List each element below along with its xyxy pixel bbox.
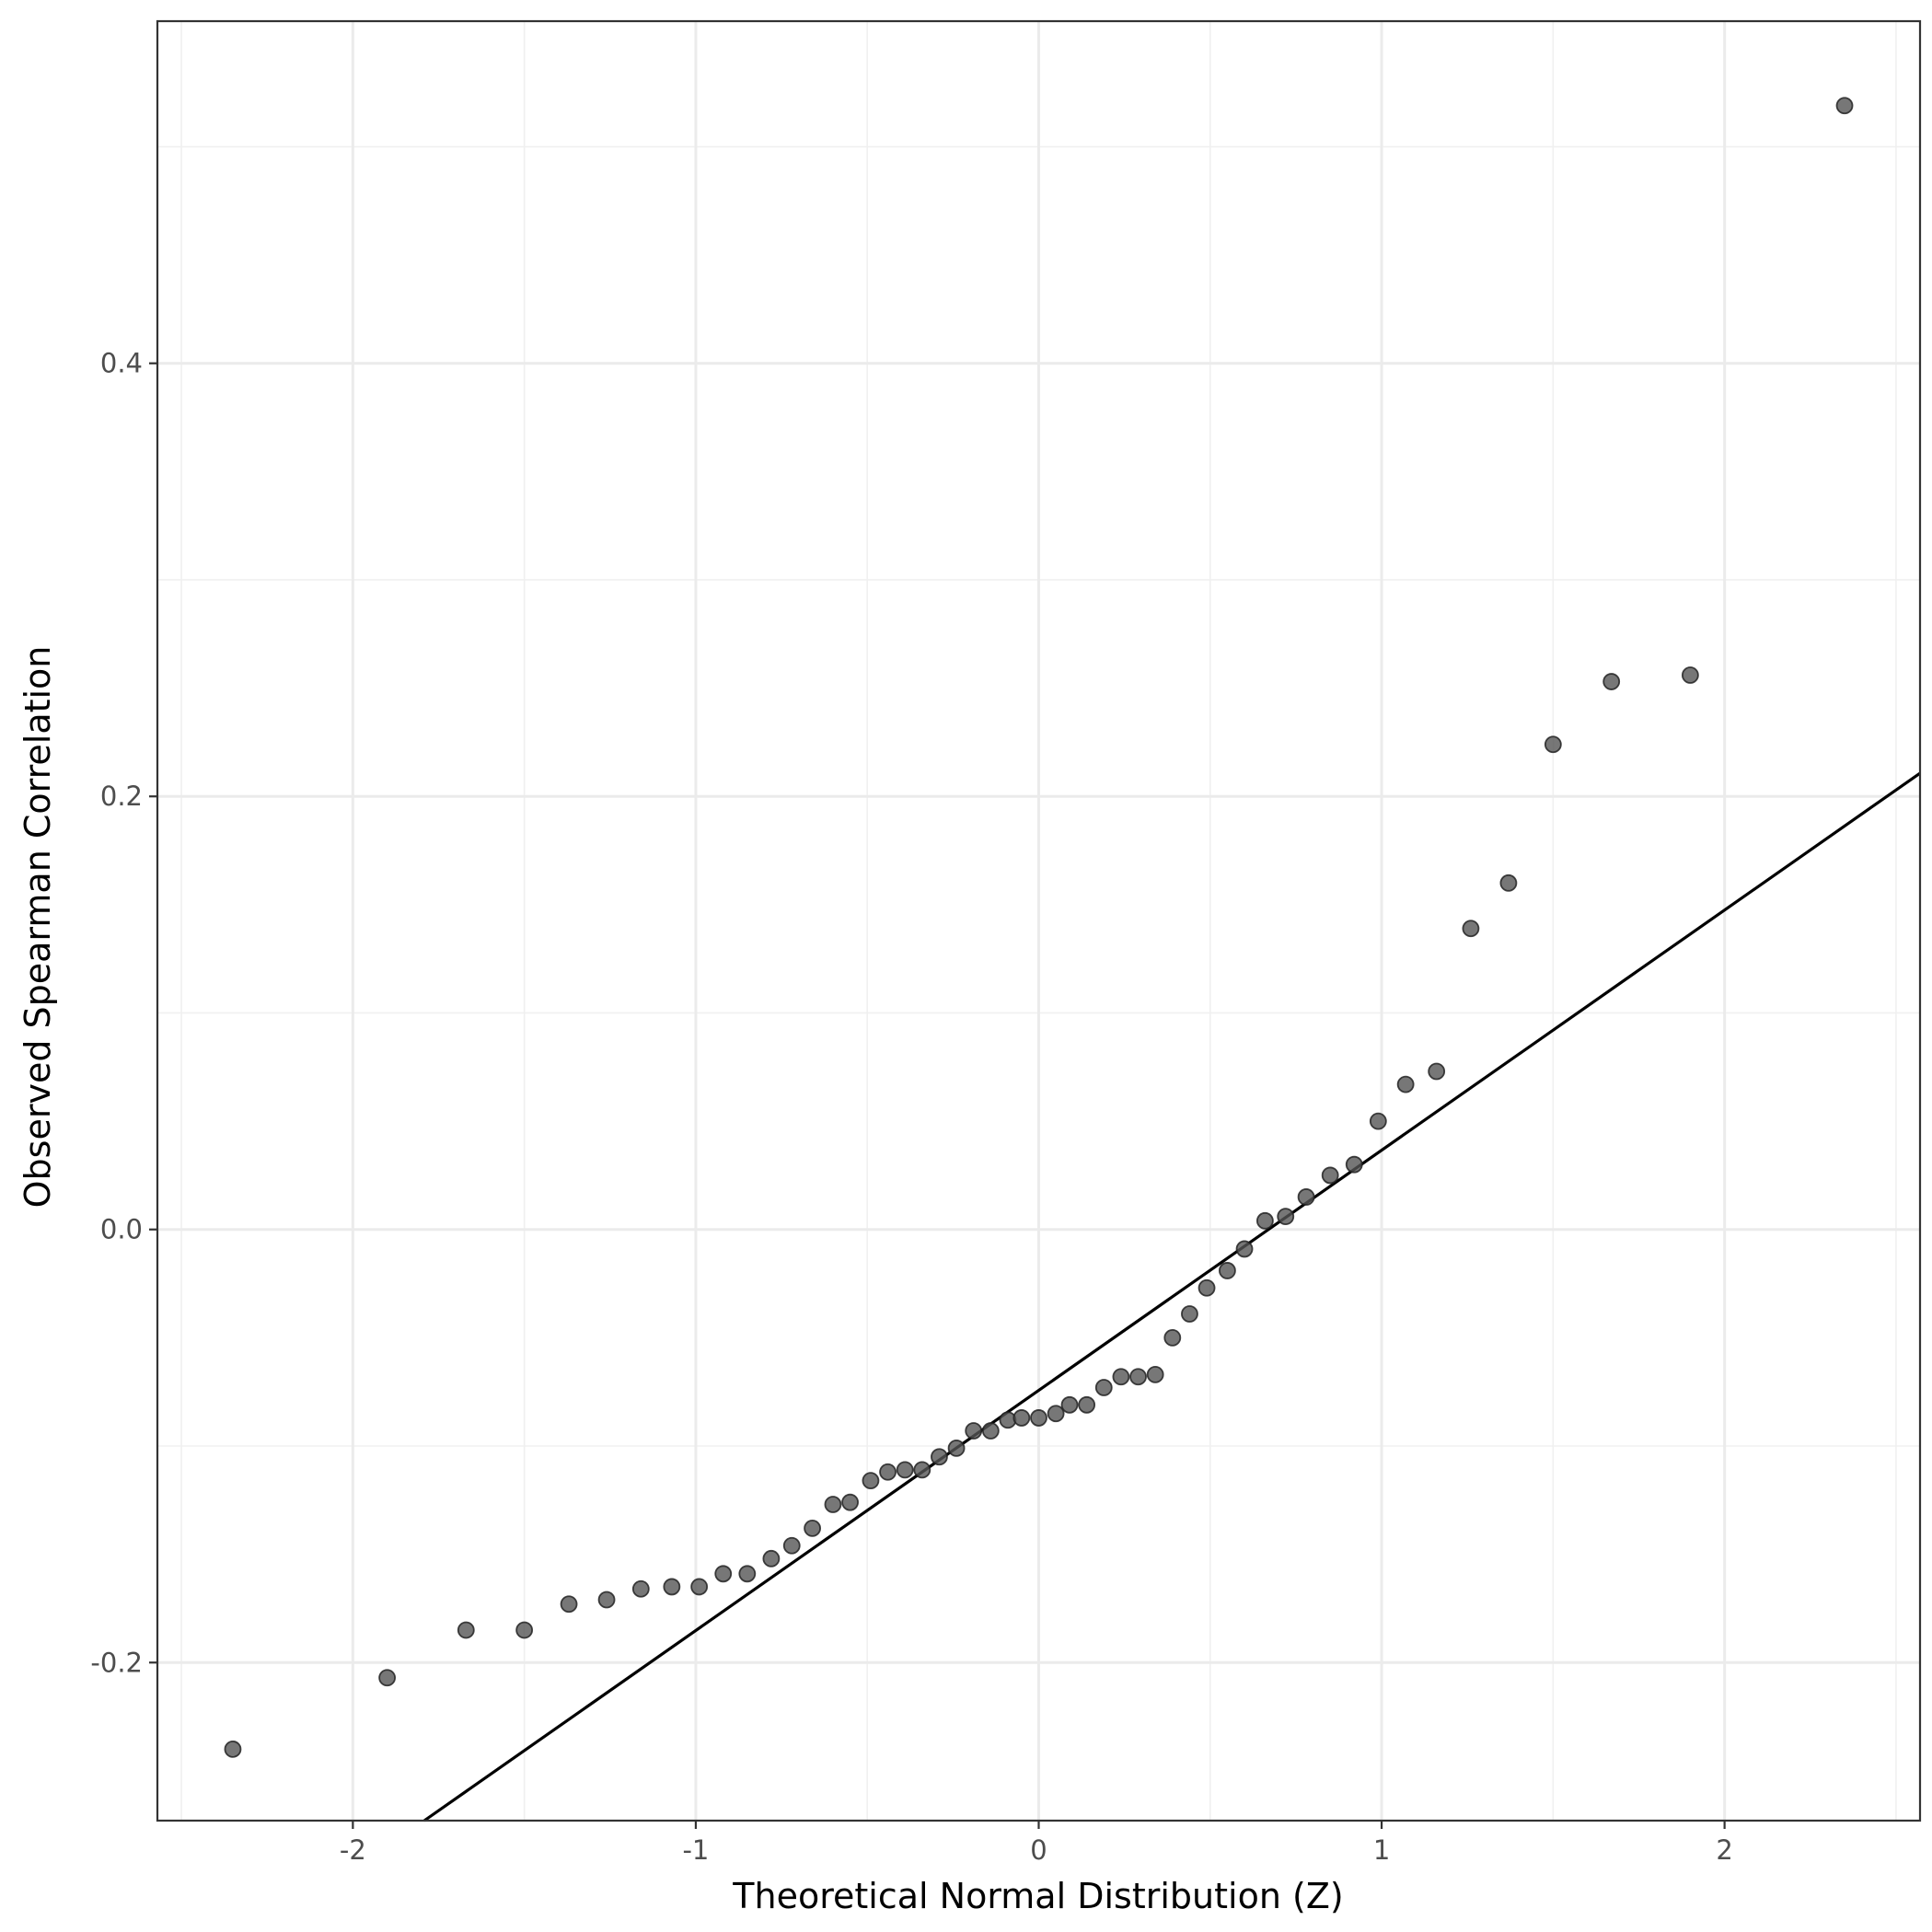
data-point	[965, 1422, 983, 1440]
data-point	[782, 1536, 801, 1555]
data-points	[224, 97, 1854, 1758]
data-point	[1235, 1240, 1254, 1258]
data-point	[1047, 1405, 1065, 1423]
major-gridlines	[157, 21, 1920, 1821]
data-point	[631, 1579, 650, 1598]
y-axis-title: Observed Spearman Correlation	[17, 646, 58, 1209]
data-point	[1078, 1395, 1096, 1414]
data-point	[457, 1621, 475, 1639]
x-tick-label: -2	[340, 1834, 366, 1866]
data-point	[515, 1621, 534, 1639]
data-point	[560, 1595, 578, 1614]
data-point	[841, 1493, 859, 1511]
data-point	[947, 1439, 966, 1457]
reference-line-group	[423, 771, 1921, 1822]
data-point	[1060, 1395, 1079, 1414]
y-tick-label: 0.0	[100, 1214, 143, 1245]
x-tick-label: 0	[1030, 1834, 1047, 1866]
data-point	[1112, 1368, 1130, 1386]
x-tick-label: 1	[1373, 1834, 1390, 1866]
data-point	[804, 1520, 822, 1537]
data-point	[1129, 1368, 1147, 1386]
data-point	[824, 1496, 842, 1513]
data-point	[762, 1549, 781, 1568]
data-point	[1602, 673, 1621, 690]
x-axis-title: Theoretical Normal Distribution (Z)	[732, 1876, 1343, 1916]
x-tick-label: -1	[682, 1834, 709, 1866]
y-tick-label: -0.2	[90, 1647, 143, 1678]
data-point	[224, 1740, 242, 1758]
data-point	[1345, 1155, 1363, 1174]
x-axis-ticks: -2 -1 0 1 2	[340, 1821, 1733, 1866]
data-point	[981, 1422, 1000, 1440]
data-point	[896, 1461, 914, 1479]
data-point	[1030, 1409, 1047, 1427]
data-point	[1181, 1305, 1198, 1323]
reference-line	[423, 771, 1921, 1822]
data-point	[663, 1578, 681, 1596]
y-axis-ticks: -0.2 0.0 0.2 0.4	[90, 348, 157, 1678]
data-point	[1277, 1208, 1295, 1226]
data-point	[1681, 666, 1699, 684]
data-point	[1321, 1166, 1339, 1185]
x-tick-label: 2	[1716, 1834, 1732, 1866]
data-point	[597, 1591, 616, 1609]
data-point	[714, 1565, 733, 1583]
data-point	[738, 1565, 757, 1583]
data-point	[879, 1463, 897, 1481]
data-point	[1255, 1211, 1274, 1230]
y-tick-label: 0.2	[100, 781, 143, 812]
data-point	[1396, 1075, 1415, 1093]
data-point	[1012, 1409, 1031, 1427]
data-point	[1499, 873, 1518, 892]
data-point	[1297, 1188, 1315, 1206]
data-point	[690, 1578, 709, 1596]
data-point	[931, 1448, 948, 1466]
data-point	[1462, 920, 1480, 938]
data-point	[1197, 1278, 1216, 1297]
data-point	[1428, 1062, 1446, 1081]
data-point	[1369, 1112, 1387, 1130]
y-tick-label: 0.4	[100, 348, 143, 379]
data-point	[1094, 1379, 1113, 1396]
data-point	[1163, 1328, 1182, 1347]
data-point	[1544, 735, 1562, 754]
data-point	[1219, 1262, 1236, 1279]
data-point	[1146, 1365, 1164, 1383]
data-point	[378, 1669, 397, 1687]
data-point	[862, 1472, 880, 1490]
data-point	[913, 1461, 931, 1479]
data-point	[1835, 97, 1854, 115]
